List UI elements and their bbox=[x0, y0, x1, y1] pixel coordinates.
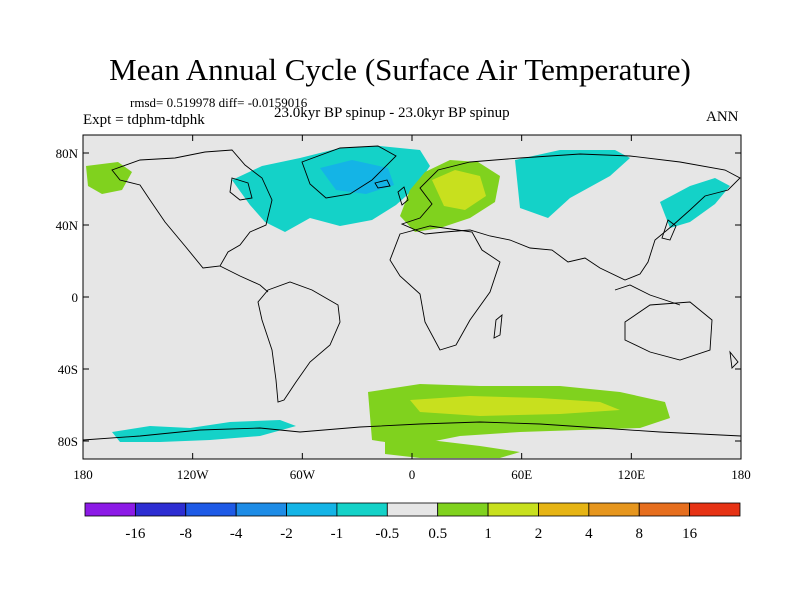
anomaly-region bbox=[385, 440, 520, 458]
anomaly-region bbox=[432, 170, 486, 210]
colorbar-box bbox=[638, 502, 691, 517]
anomaly-region bbox=[112, 420, 296, 442]
colorbar-box bbox=[538, 502, 590, 517]
anomaly-region bbox=[515, 150, 630, 218]
colorbar-box bbox=[336, 502, 388, 517]
lon-tick-label: 0 bbox=[409, 467, 416, 482]
colorbar-box bbox=[689, 502, 741, 517]
colorbar-label: -16 bbox=[125, 526, 145, 542]
colorbar-label: -1 bbox=[331, 526, 344, 542]
axis-ticks bbox=[82, 135, 742, 459]
colorbar-box bbox=[185, 502, 237, 517]
season-label: ANN bbox=[706, 109, 739, 125]
lon-tick-label: 60W bbox=[290, 467, 316, 482]
anomaly-region bbox=[410, 396, 620, 416]
longitude-labels: 180 120W 60W 0 60E 120E 180 bbox=[73, 467, 751, 482]
experiment-label: Expt = tdphm-tdphk bbox=[83, 112, 205, 128]
map-plot bbox=[82, 134, 742, 460]
colorbar-label: 16 bbox=[682, 526, 698, 542]
latitude-labels: 80N 40N 0 40S 80S bbox=[56, 146, 79, 449]
lat-tick-label: 80S bbox=[58, 434, 78, 449]
colorbar-box bbox=[235, 502, 287, 517]
colorbar-label: -4 bbox=[230, 526, 243, 542]
lon-tick-label: 60E bbox=[511, 467, 532, 482]
colorbar-label: 2 bbox=[535, 526, 543, 542]
anomaly-region bbox=[660, 178, 730, 228]
colorbar-label: -0.5 bbox=[375, 526, 399, 542]
lon-tick-label: 180 bbox=[73, 467, 93, 482]
colorbar-label: 8 bbox=[635, 526, 643, 542]
lon-tick-label: 120E bbox=[618, 467, 646, 482]
lon-tick-label: 180 bbox=[731, 467, 751, 482]
anomaly-region bbox=[86, 162, 132, 194]
chart-title: Mean Annual Cycle (Surface Air Temperatu… bbox=[109, 52, 691, 87]
coastlines bbox=[82, 145, 742, 441]
colorbar-box bbox=[588, 502, 640, 517]
colorbar-label: 1 bbox=[484, 526, 492, 542]
anomaly-region bbox=[320, 160, 394, 194]
colorbar-box bbox=[286, 502, 338, 517]
lat-tick-label: 40N bbox=[56, 218, 79, 233]
anomaly-fields bbox=[86, 146, 730, 458]
lat-tick-label: 80N bbox=[56, 146, 79, 161]
colorbar-box bbox=[487, 502, 539, 517]
lat-tick-label: 40S bbox=[58, 362, 78, 377]
lon-tick-label: 120W bbox=[177, 467, 210, 482]
stats-label: rmsd= 0.519978 diff= -0.0159016 bbox=[130, 95, 308, 110]
colorbar-box bbox=[437, 502, 489, 517]
colorbar: -16 -8 -4 -2 -1 -0.5 0.5 1 2 4 8 16 bbox=[84, 502, 741, 542]
colorbar-box bbox=[134, 502, 187, 517]
subtitle: 23.0kyr BP spinup - 23.0kyr BP spinup bbox=[274, 105, 510, 121]
lat-tick-label: 0 bbox=[72, 290, 79, 305]
colorbar-label: -8 bbox=[180, 526, 193, 542]
colorbar-label: 0.5 bbox=[428, 526, 447, 542]
colorbar-label: 4 bbox=[585, 526, 593, 542]
colorbar-box bbox=[84, 502, 136, 517]
colorbar-box bbox=[386, 502, 439, 517]
colorbar-label: -2 bbox=[280, 526, 293, 542]
